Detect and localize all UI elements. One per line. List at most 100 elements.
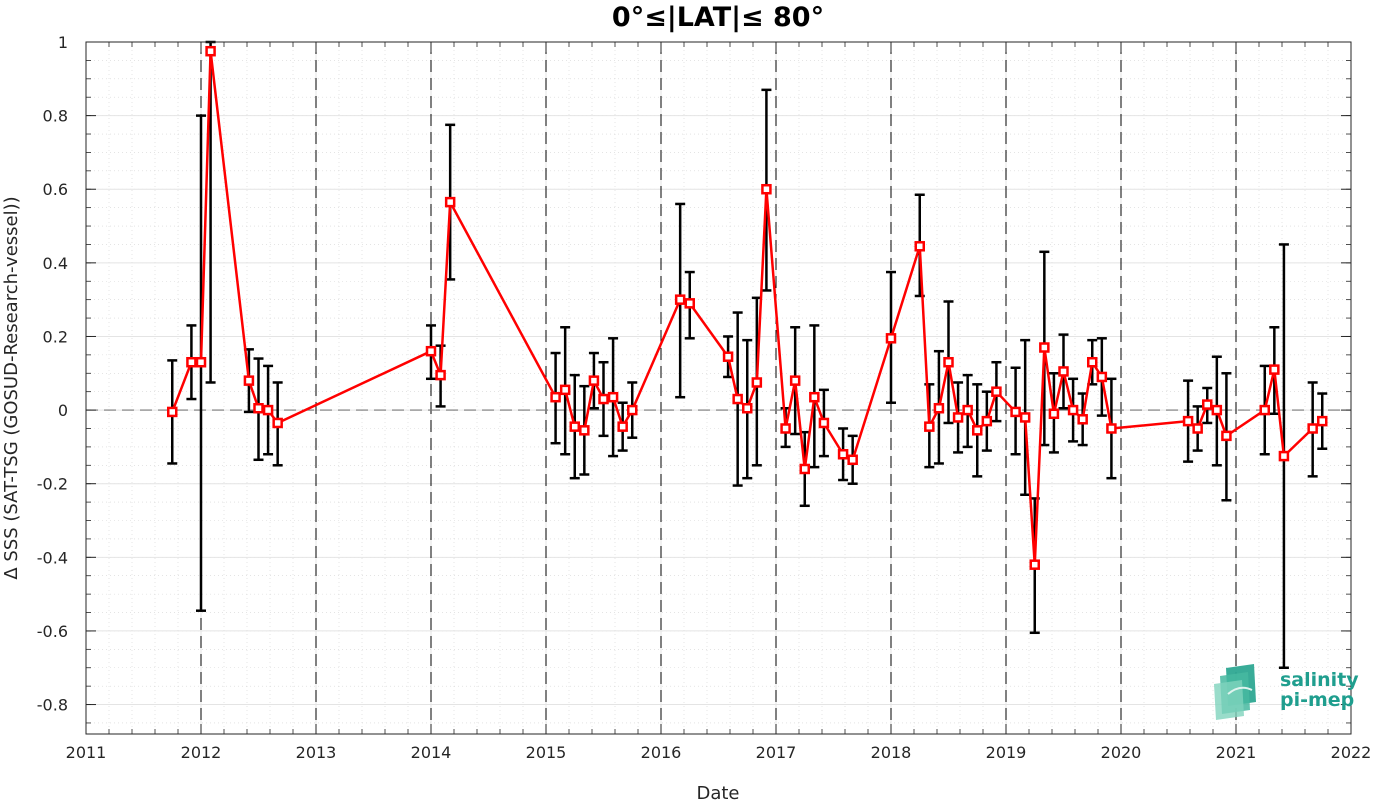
data-point-2020-11	[1211, 404, 1223, 416]
data-point-2014-03	[444, 196, 456, 208]
x-tick-label-2013: 2013	[296, 743, 337, 762]
data-point-2016-03	[674, 294, 686, 305]
x-tick-label-2021: 2021	[1216, 743, 1257, 762]
data-point-2019-10	[1087, 356, 1098, 368]
data-point-2019-08	[1067, 404, 1079, 416]
logo-waves-icon	[1214, 664, 1256, 720]
y-tick-label-1: 1	[58, 33, 68, 52]
axis-ticks	[85, 41, 1352, 734]
y-tick-label--0.8: -0.8	[37, 696, 68, 715]
data-point-2012-06	[243, 375, 255, 386]
year-divider-lines	[200, 42, 1237, 734]
data-point-2015-07	[598, 393, 609, 405]
data-point-2021-06	[1278, 450, 1290, 462]
plot-frame	[85, 41, 1352, 735]
x-axis-label: Date	[696, 783, 739, 801]
x-tick-label-2011: 2011	[66, 743, 107, 762]
y-tick-label--0.2: -0.2	[37, 475, 68, 494]
x-tick-label-2022: 2022	[1331, 743, 1372, 762]
data-point-2012-01	[195, 356, 207, 368]
y-tick-label--0.4: -0.4	[37, 548, 68, 567]
data-point-2020-09	[1192, 423, 1203, 434]
data-point-2015-05	[579, 425, 590, 436]
data-point-2020-12	[1221, 430, 1232, 442]
data-point-2016-10	[742, 402, 753, 414]
x-tick-label-2019: 2019	[986, 743, 1027, 762]
data-point-2012-08	[262, 404, 274, 416]
data-point-2015-08	[607, 391, 619, 403]
data-point-2014-02	[435, 369, 446, 381]
data-point-2016-08	[722, 351, 734, 362]
data-point-2020-08	[1182, 415, 1194, 427]
data-point-2015-10	[627, 404, 638, 416]
data-point-2016-11	[751, 377, 763, 388]
data-point-2015-04	[569, 421, 580, 432]
data-point-2015-09	[617, 421, 628, 432]
data-markers	[167, 45, 1328, 570]
data-point-2019-11	[1096, 371, 1108, 383]
data-point-2015-06	[588, 375, 600, 386]
y-tick-label-0: 0	[58, 401, 68, 420]
data-point-2016-12	[761, 183, 772, 195]
data-point-2019-04	[1029, 559, 1040, 570]
data-point-2019-05	[1039, 342, 1050, 353]
data-point-2019-09	[1077, 414, 1088, 425]
x-tick-label-2020: 2020	[1101, 743, 1142, 762]
data-point-2017-09	[847, 454, 858, 466]
data-point-2016-04	[684, 298, 695, 309]
x-tick-label-2015: 2015	[526, 743, 567, 762]
data-point-2018-07	[943, 356, 954, 368]
x-tick-label-2017: 2017	[756, 743, 797, 762]
x-tick-labels: 2011 2012 2013 2014 2015 2016 2017 2018 2019 2020…	[66, 743, 1372, 762]
data-point-2012-02	[205, 45, 216, 57]
data-point-2018-08	[952, 412, 964, 423]
data-point-2017-03	[789, 375, 801, 386]
data-point-2021-10	[1317, 415, 1328, 427]
data-point-2019-06	[1048, 408, 1060, 420]
data-point-2021-04	[1259, 404, 1270, 416]
data-point-2019-07	[1058, 366, 1069, 377]
x-tick-label-2014: 2014	[411, 743, 452, 762]
x-tick-label-2018: 2018	[871, 743, 912, 762]
data-point-2018-09	[962, 404, 973, 416]
data-point-2021-09	[1307, 423, 1318, 434]
data-point-2018-04	[914, 241, 925, 252]
data-point-2015-03	[559, 384, 571, 396]
y-tick-labels: 1 0.8 0.6 0.4 0.2 0 -0.2 -0.4 -0.6 -0.8	[37, 33, 68, 715]
data-point-2018-12	[991, 386, 1002, 397]
salinity-pimep-logo: salinity pi-mep	[1214, 664, 1359, 720]
data-point-2020-10	[1202, 399, 1213, 410]
logo-line-pimep: pi-mep	[1280, 689, 1354, 711]
data-point-2015-02	[550, 391, 561, 403]
data-point-2016-09	[732, 393, 743, 405]
x-tick-label-2012: 2012	[181, 743, 222, 762]
data-point-2019-12	[1106, 423, 1117, 434]
y-tick-label-0.4: 0.4	[43, 254, 68, 273]
data-point-2017-05	[809, 391, 820, 403]
data-point-2017-06	[818, 417, 830, 429]
data-point-2018-11	[981, 415, 993, 427]
plot-area	[86, 42, 1351, 734]
data-point-2012-07	[253, 402, 264, 414]
data-point-2018-01	[885, 333, 897, 344]
data-point-2012-09	[272, 417, 283, 429]
data-point-2017-08	[837, 449, 849, 460]
y-tick-label-0.6: 0.6	[43, 180, 68, 199]
y-tick-label-0.8: 0.8	[43, 107, 68, 126]
data-point-2017-02	[780, 423, 791, 434]
data-point-2011-10	[167, 406, 178, 418]
data-point-2019-03	[1019, 412, 1031, 423]
chart-title: 0°≤|LAT|≤ 80°	[612, 2, 824, 33]
x-tick-label-2016: 2016	[641, 743, 682, 762]
y-tick-label-0.2: 0.2	[43, 327, 68, 346]
y-axis-label: Δ SSS (SAT-TSG (GOSUD-Research-vessel))	[1, 196, 22, 579]
data-point-2018-10	[972, 425, 983, 436]
data-point-2017-04	[799, 463, 810, 475]
data-point-2018-06	[933, 402, 945, 414]
data-point-2021-05	[1269, 364, 1280, 375]
data-point-2018-05	[924, 421, 935, 432]
data-point-2014-01	[425, 345, 437, 357]
data-point-2019-02	[1010, 406, 1021, 418]
y-tick-label--0.6: -0.6	[37, 622, 68, 641]
